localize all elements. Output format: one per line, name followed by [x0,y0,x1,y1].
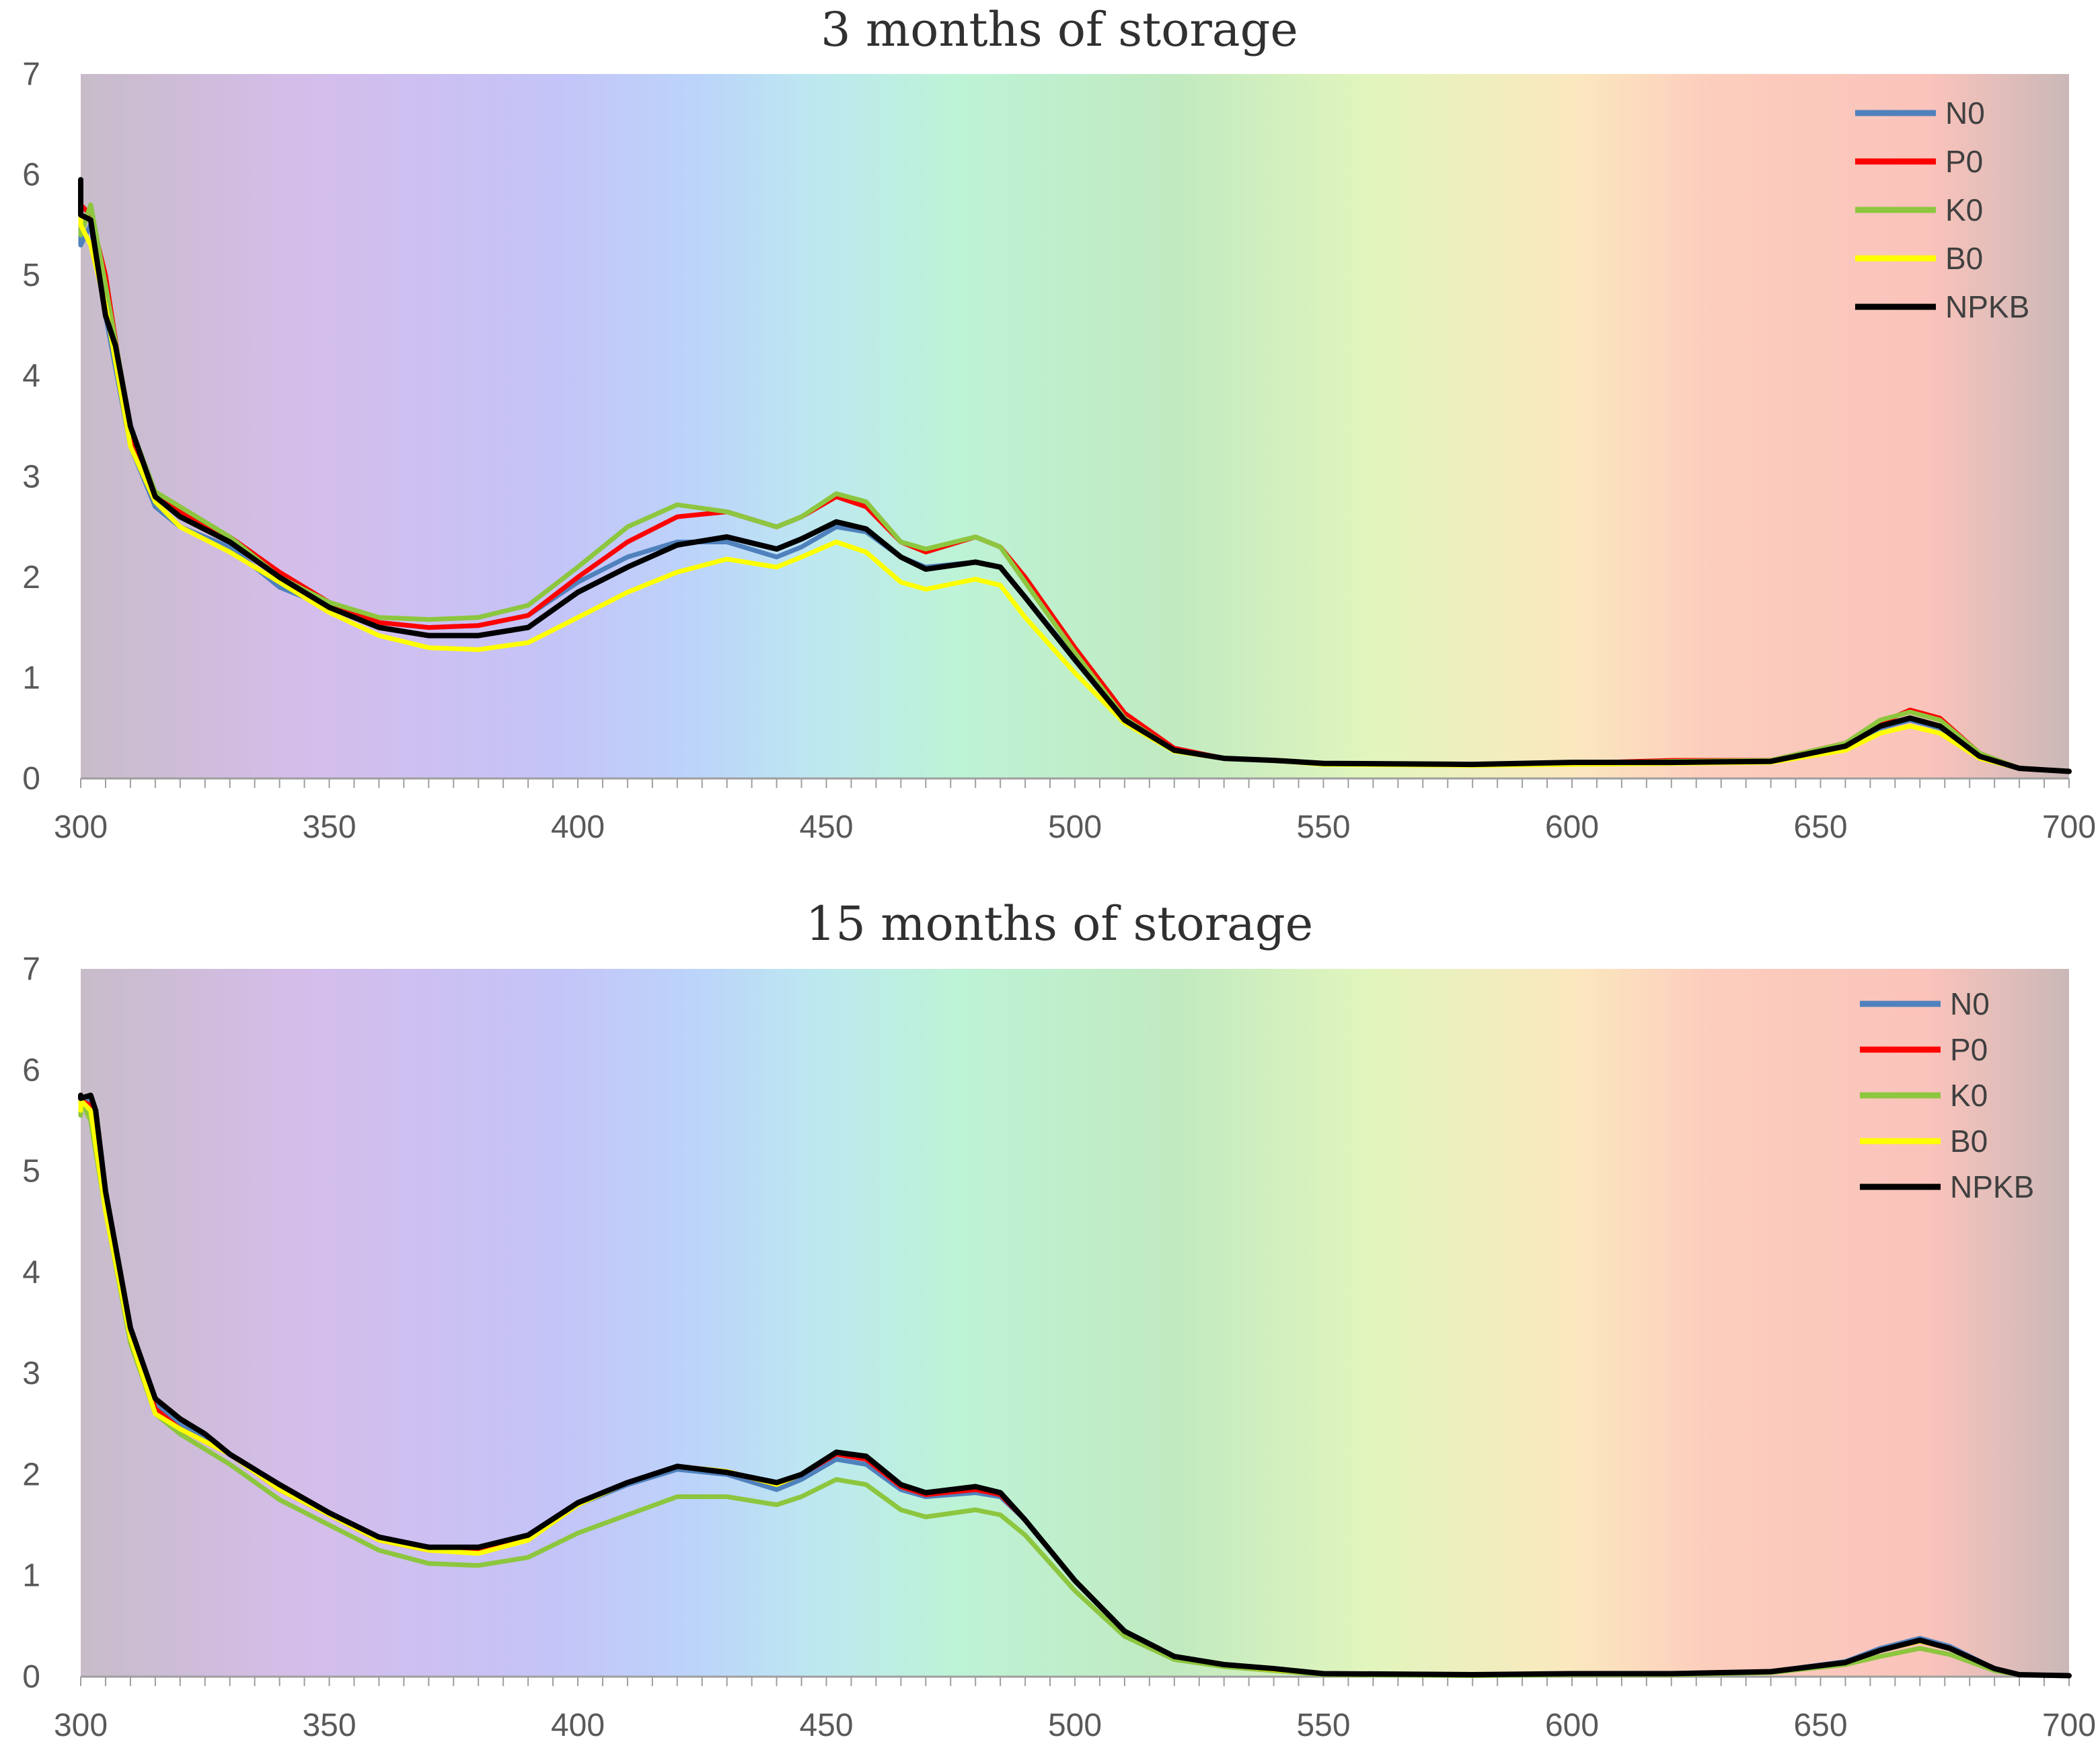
plot-area-background [81,969,2069,1677]
y-tick-label: 7 [22,951,40,987]
x-tick-label: 400 [551,1708,605,1743]
x-tick-label: 300 [54,809,108,845]
x-tick-label: 550 [1296,1708,1350,1743]
legend-label-n0: N0 [1950,986,1990,1021]
x-tick-label: 350 [302,809,356,845]
y-axis: 0 1 2 3 4 5 6 7 [22,57,40,797]
y-tick-label: 5 [22,258,40,293]
x-axis: 300 350 400 450 500 550 600 650 700 [54,777,2096,845]
y-tick-label: 6 [22,1052,40,1088]
x-tick-label: 700 [2042,1708,2096,1743]
y-tick-label: 2 [22,1457,40,1492]
y-tick-label: 3 [22,1356,40,1391]
legend-label-b0: B0 [1945,241,1983,276]
y-axis: 0 1 2 3 4 5 6 7 [22,951,40,1695]
y-tick-label: 1 [22,660,40,696]
x-tick-label: 650 [1793,1708,1847,1743]
legend-label-p0: P0 [1945,144,1983,179]
legend-label-p0: P0 [1950,1032,1988,1067]
series-lines [78,1092,2072,1679]
x-tick-label: 450 [799,809,853,845]
x-tick-label: 650 [1793,809,1847,845]
x-tick-label: 550 [1296,809,1350,845]
x-tick-label: 350 [302,1708,356,1743]
series-lines [78,177,2072,774]
chart-15-months: 15 months of storage 0 1 2 3 4 5 6 7 300 350 400 4… [22,896,2096,1743]
y-tick-label: 1 [22,1558,40,1594]
legend: N0 P0 K0 B0 NPKB [1855,96,2029,324]
y-tick-label: 3 [22,459,40,495]
series-line-npkb [78,177,2072,774]
y-tick-label: 4 [22,1255,40,1290]
x-tick-label: 700 [2042,809,2096,845]
legend-label-npkb: NPKB [1950,1169,2034,1204]
y-tick-label: 5 [22,1154,40,1190]
x-tick-label: 300 [54,1708,108,1743]
y-tick-label: 2 [22,560,40,595]
chart-title: 3 months of storage [821,2,1298,57]
x-tick-label: 600 [1545,809,1599,845]
y-tick-label: 0 [22,1659,40,1695]
y-tick-label: 4 [22,359,40,394]
y-tick-label: 0 [22,761,40,797]
x-tick-label: 500 [1048,809,1102,845]
x-tick-label: 500 [1048,1708,1102,1743]
legend: N0 P0 K0 B0 NPKB [1860,986,2034,1204]
legend-label-n0: N0 [1945,96,1985,131]
y-tick-label: 7 [22,57,40,92]
x-tick-label: 600 [1545,1708,1599,1743]
legend-label-npkb: NPKB [1945,289,2029,324]
legend-label-b0: B0 [1950,1124,1988,1159]
series-line-npkb [78,1092,2072,1679]
x-tick-label: 400 [551,809,605,845]
y-tick-label: 6 [22,157,40,193]
x-axis: 300 350 400 450 500 550 600 650 700 [54,1675,2096,1743]
x-tick-label: 450 [799,1708,853,1743]
legend-label-k0: K0 [1950,1078,1988,1113]
chart-3-months: 3 months of storage 0 1 2 3 4 5 6 7 300 350 400 45… [22,2,2096,845]
legend-label-k0: K0 [1945,192,1983,227]
chart-title: 15 months of storage [806,896,1313,951]
